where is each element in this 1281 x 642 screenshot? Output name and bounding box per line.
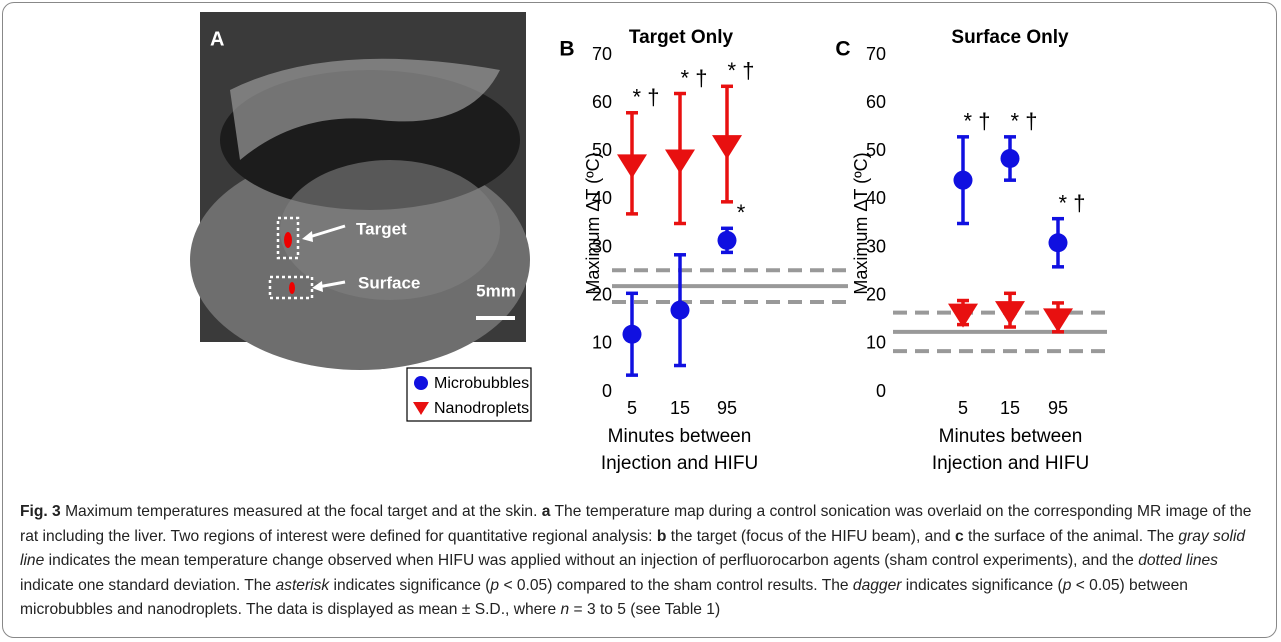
legend-label: Microbubbles bbox=[434, 375, 529, 392]
chart-title: Target Only bbox=[629, 27, 734, 48]
caption-text: the surface of the animal. The bbox=[964, 528, 1179, 545]
x-tick-label: 15 bbox=[670, 398, 690, 418]
y-axis-label: Maximum ΔT (ºC) bbox=[851, 152, 871, 294]
roi-spot bbox=[284, 232, 292, 248]
data-point bbox=[617, 154, 647, 178]
panel-label: A bbox=[210, 28, 224, 50]
caption: Fig. 3 Maximum temperatures measured at … bbox=[20, 500, 1265, 623]
y-tick-label: 30 bbox=[866, 236, 886, 256]
caption-text: the target (focus of the HIFU beam), and bbox=[666, 528, 955, 545]
significance-label: * † bbox=[681, 65, 708, 90]
y-tick-label: 60 bbox=[592, 92, 612, 112]
significance-label: * † bbox=[1059, 190, 1086, 215]
panel-label: C bbox=[835, 38, 850, 61]
significance-label: * † bbox=[728, 58, 755, 83]
x-tick-label: 15 bbox=[1000, 398, 1020, 418]
data-point bbox=[1043, 308, 1073, 332]
y-tick-label: 10 bbox=[592, 333, 612, 353]
data-point bbox=[995, 301, 1025, 325]
caption-ref: b bbox=[657, 528, 667, 545]
y-tick-label: 50 bbox=[592, 140, 612, 160]
x-tick-label: 5 bbox=[958, 398, 968, 418]
data-point bbox=[671, 301, 690, 320]
y-tick-label: 20 bbox=[592, 284, 612, 304]
x-tick-label: 95 bbox=[717, 398, 737, 418]
y-axis-label: Maximum ΔT (ºC) bbox=[583, 152, 603, 294]
caption-ref: c bbox=[955, 528, 964, 545]
data-point bbox=[954, 171, 973, 190]
y-tick-label: 40 bbox=[592, 188, 612, 208]
y-tick-label: 40 bbox=[866, 188, 886, 208]
caption-text: indicates the mean temperature change ob… bbox=[44, 552, 1138, 569]
roi-spot bbox=[289, 282, 295, 294]
y-tick-label: 20 bbox=[866, 284, 886, 304]
legend-label: Nanodroplets bbox=[434, 400, 529, 417]
x-axis-label: Injection and HIFU bbox=[932, 453, 1089, 474]
y-tick-label: 0 bbox=[876, 381, 886, 401]
caption-term: p bbox=[490, 577, 499, 594]
caption-text: indicate one standard deviation. The bbox=[20, 577, 275, 594]
caption-term: dagger bbox=[853, 577, 902, 594]
x-tick-label: 95 bbox=[1048, 398, 1068, 418]
x-axis-label: Injection and HIFU bbox=[601, 453, 758, 474]
y-tick-label: 10 bbox=[866, 333, 886, 353]
caption-label: Fig. 3 bbox=[20, 503, 61, 520]
roi-label: Target bbox=[356, 219, 407, 238]
caption-term: dotted lines bbox=[1138, 552, 1218, 569]
y-tick-label: 70 bbox=[866, 44, 886, 64]
x-tick-label: 5 bbox=[627, 398, 637, 418]
caption-text: indicates significance ( bbox=[329, 577, 490, 594]
scale-label: 5mm bbox=[476, 281, 516, 300]
caption-text: = 3 to 5 (see Table 1) bbox=[569, 601, 720, 618]
mri-image: A Target Surface 5mm bbox=[190, 12, 530, 370]
caption-text: indicates significance ( bbox=[901, 577, 1062, 594]
y-tick-label: 0 bbox=[602, 381, 612, 401]
caption-text: < 0.05) compared to the sham control res… bbox=[499, 577, 853, 594]
chart-title: Surface Only bbox=[951, 27, 1069, 48]
significance-label: * † bbox=[964, 109, 991, 134]
significance-label: * † bbox=[1011, 109, 1038, 134]
y-tick-label: 50 bbox=[866, 140, 886, 160]
x-axis-label: Minutes between bbox=[939, 426, 1083, 447]
data-point bbox=[718, 231, 737, 250]
y-tick-label: 30 bbox=[592, 236, 612, 256]
legend: Microbubbles Nanodroplets bbox=[407, 368, 531, 421]
y-tick-label: 70 bbox=[592, 44, 612, 64]
data-point bbox=[623, 325, 642, 344]
data-point bbox=[665, 150, 695, 174]
data-point bbox=[712, 135, 742, 159]
panel-label: B bbox=[559, 38, 574, 61]
caption-term: asterisk bbox=[275, 577, 329, 594]
roi-label: Surface bbox=[358, 273, 420, 292]
significance-label: * bbox=[737, 200, 746, 225]
data-point bbox=[1001, 149, 1020, 168]
y-tick-label: 60 bbox=[866, 92, 886, 112]
figure: A Target Surface 5mm Microbubbles Nanodr… bbox=[0, 0, 1281, 500]
data-point bbox=[1049, 233, 1068, 252]
caption-term: n bbox=[561, 601, 570, 618]
significance-label: * † bbox=[633, 85, 660, 110]
data-point bbox=[948, 304, 978, 328]
legend-marker bbox=[414, 376, 428, 390]
caption-text: Maximum temperatures measured at the foc… bbox=[61, 503, 542, 520]
x-axis-label: Minutes between bbox=[608, 426, 752, 447]
